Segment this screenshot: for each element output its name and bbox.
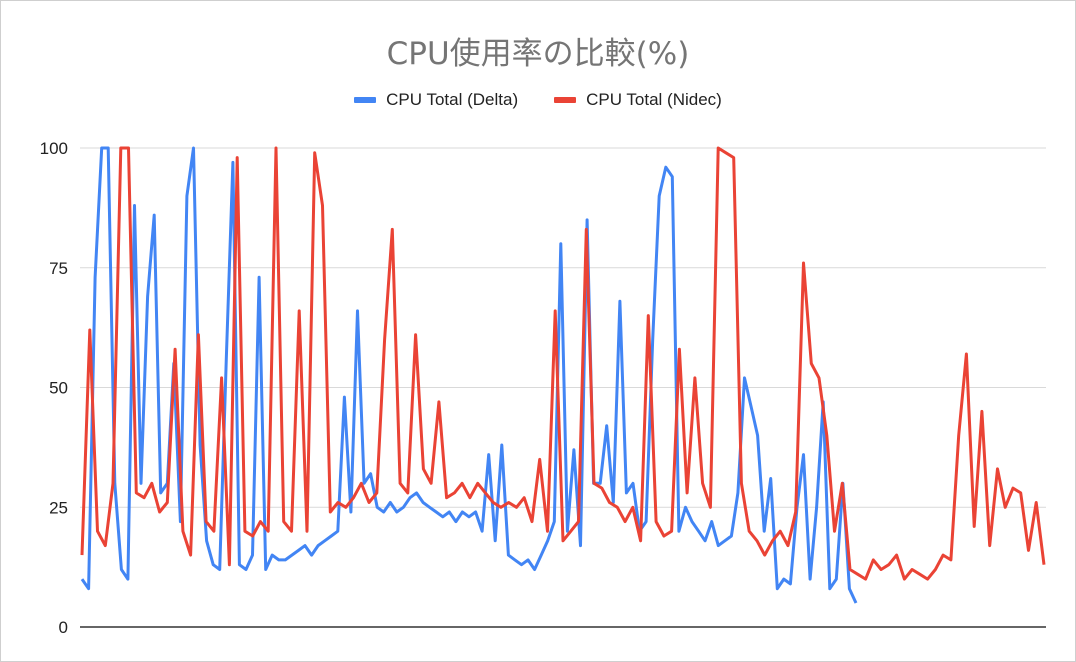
series-line-nidec[interactable] (80, 146, 1046, 581)
legend-item-nidec[interactable]: CPU Total (Nidec) (554, 90, 722, 110)
y-tick-label-50: 50 (49, 379, 68, 398)
y-tick-label-75: 75 (49, 259, 68, 278)
legend-swatch-nidec (554, 97, 577, 103)
legend-swatch-delta (354, 97, 377, 103)
legend-label-delta: CPU Total (Delta) (386, 90, 519, 109)
legend-item-delta[interactable]: CPU Total (Delta) (354, 90, 518, 110)
y-tick-label-0: 0 (59, 618, 68, 637)
chart-legend: CPU Total (Delta) CPU Total (Nidec) (0, 90, 1076, 110)
series-line-delta[interactable] (80, 146, 858, 604)
y-tick-label-25: 25 (49, 498, 68, 517)
legend-label-nidec: CPU Total (Nidec) (586, 90, 722, 109)
chart-title: CPU使用率の比較(%) (386, 36, 690, 72)
y-tick-label-100: 100 (40, 139, 68, 158)
